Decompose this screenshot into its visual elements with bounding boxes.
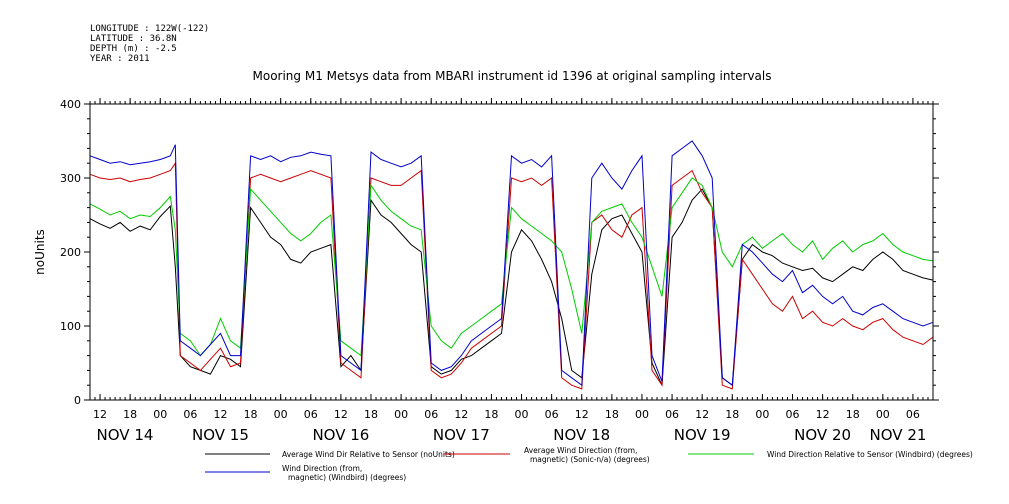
x-day-label: NOV 18 — [553, 426, 610, 444]
x-tick-label: 12 — [816, 408, 830, 421]
x-day-label: NOV 14 — [97, 426, 154, 444]
x-tick-label: 00 — [515, 408, 529, 421]
series-line-0 — [89, 188, 934, 387]
x-tick-label: 18 — [605, 408, 619, 421]
x-tick-label: 00 — [153, 408, 167, 421]
legend-label-blue-line1: Wind Direction (from, — [282, 464, 362, 473]
x-day-label: NOV 20 — [794, 426, 851, 444]
y-tick-label: 200 — [60, 246, 81, 259]
x-tick-label: 18 — [484, 408, 498, 421]
x-tick-label: 12 — [575, 408, 589, 421]
x-tick-label: 18 — [364, 408, 378, 421]
x-day-label: NOV 19 — [674, 426, 731, 444]
x-tick-label: 00 — [876, 408, 890, 421]
y-tick-label: 0 — [74, 394, 81, 407]
x-tick-label: 18 — [123, 408, 137, 421]
series-line-2 — [89, 177, 934, 357]
legend-label-red: Average Wind Direction (from, magnetic) … — [524, 446, 650, 464]
plot-frame — [89, 103, 934, 401]
x-tick-label: 12 — [334, 408, 348, 421]
legend-label-red-line1: Average Wind Direction (from, — [524, 446, 637, 455]
x-tick-label: 12 — [213, 408, 227, 421]
legend-label-red-line2: magnetic) (Sonic-n/a) (degrees) — [530, 455, 650, 464]
chart-title: Mooring M1 Metsys data from MBARI instru… — [253, 69, 772, 83]
x-tick-label: 00 — [755, 408, 769, 421]
x-tick-label: 00 — [274, 408, 288, 421]
meta-longitude: LONGITUDE : 122W(-122) — [90, 24, 209, 34]
x-tick-label: 18 — [846, 408, 860, 421]
series-line-3 — [89, 140, 934, 387]
y-axis-label: noUnits — [33, 229, 47, 275]
x-tick-label: 06 — [304, 408, 318, 421]
x-tick-label: 12 — [695, 408, 709, 421]
legend: Average Wind Dir Relative to Sensor (noU… — [205, 446, 973, 482]
legend-label-blue-line2: magnetic) (Windbird) (degrees) — [288, 473, 406, 482]
x-day-label: NOV 17 — [433, 426, 490, 444]
legend-label-blue: Wind Direction (from, magnetic) (Windbir… — [282, 464, 406, 482]
x-day-label: NOV 15 — [192, 426, 249, 444]
axis-ticks: 0 100 200 300 400 12 18 00 06 12 18 00 06 12 18 00 06 12 1… — [60, 98, 939, 444]
meta-year: YEAR : 2011 — [90, 54, 150, 64]
x-tick-label: 06 — [665, 408, 679, 421]
x-day-label: NOV 21 — [870, 426, 927, 444]
x-day-label: NOV 16 — [312, 426, 369, 444]
x-tick-label: 06 — [786, 408, 800, 421]
series-line-1 — [89, 161, 934, 390]
series-lines — [89, 140, 934, 390]
x-tick-label: 00 — [635, 408, 649, 421]
y-tick-label: 100 — [60, 320, 81, 333]
x-tick-label: 06 — [183, 408, 197, 421]
y-tick-label: 300 — [60, 172, 81, 185]
x-tick-label: 12 — [93, 408, 107, 421]
y-tick-label: 400 — [60, 98, 81, 111]
x-tick-label: 06 — [906, 408, 920, 421]
meta-depth: DEPTH (m) : -2.5 — [90, 44, 177, 54]
legend-label-green: Wind Direction Relative to Sensor (Windb… — [767, 450, 973, 459]
x-tick-label: 06 — [545, 408, 559, 421]
x-tick-label: 06 — [424, 408, 438, 421]
legend-label-black: Average Wind Dir Relative to Sensor (noU… — [282, 450, 455, 459]
x-tick-label: 00 — [394, 408, 408, 421]
meta-latitude: LATITUDE : 36.8N — [90, 34, 177, 44]
x-tick-label: 18 — [244, 408, 258, 421]
x-tick-label: 12 — [454, 408, 468, 421]
x-tick-label: 18 — [725, 408, 739, 421]
